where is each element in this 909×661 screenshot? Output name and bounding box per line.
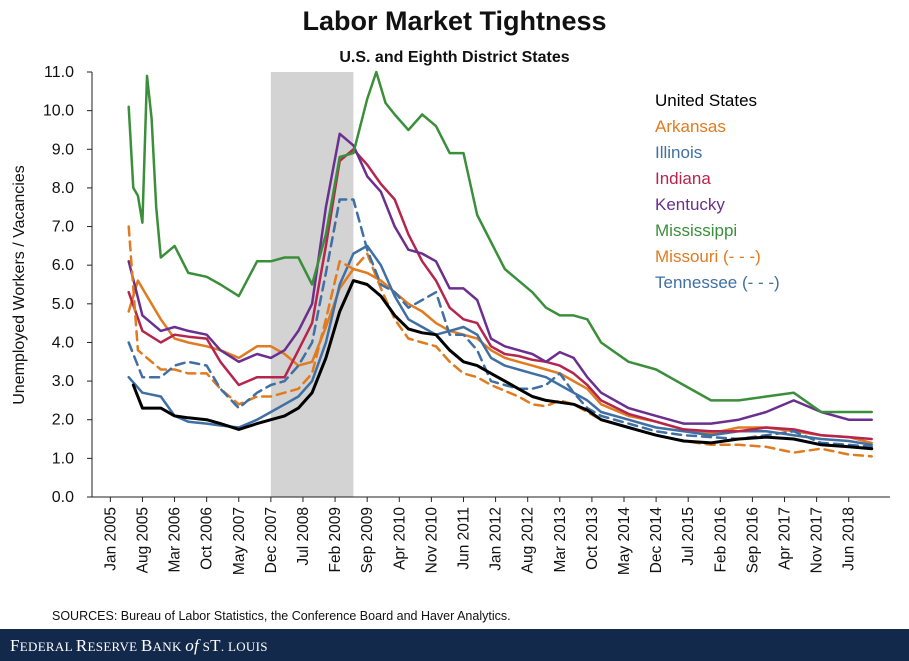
x-tick-label: Apr 2017 [777, 507, 794, 570]
x-tick-label: Mar 2013 [552, 507, 569, 572]
x-tick-label: Jan 2012 [488, 507, 505, 571]
y-tick-label: 2.0 [52, 412, 74, 429]
x-tick-label: Nov 2017 [809, 507, 826, 573]
axis-layer [91, 72, 890, 498]
x-tick-label: Jun 2011 [455, 507, 472, 570]
chart-subtitle: U.S. and Eighth District States [339, 49, 570, 66]
x-tick-label: May 2014 [616, 507, 633, 575]
legend-entry-arkansas: Arkansas [655, 117, 726, 136]
series-line-tennessee [127, 198, 873, 449]
series-line-indiana [127, 148, 873, 441]
y-tick-label: 1.0 [52, 450, 74, 467]
series-line-united-states [131, 279, 874, 451]
footer-brand-part: ANK [152, 639, 186, 654]
footer-brand-part: B [140, 636, 153, 655]
footer-brand-part: S [199, 639, 211, 654]
footer-brand-part: F [10, 636, 20, 655]
footer-brand-part: R [75, 636, 88, 655]
x-tick-label: Dec 2014 [648, 507, 665, 574]
y-tick-label: 7.0 [52, 219, 74, 236]
x-tick-label: Jun 2018 [841, 507, 858, 571]
legend: United States Arkansas Illinois Indiana Kent… [655, 91, 780, 292]
x-tick-label: Oct 2006 [199, 507, 216, 570]
footer-bar: FEDERAL RESERVE BANK of ST. LOUIS [0, 629, 909, 661]
x-tick-label: Aug 2012 [520, 507, 537, 573]
x-tick-label: Oct 2013 [584, 507, 601, 570]
y-tick-label: 9.0 [52, 141, 74, 158]
x-tick-label: Sep 2009 [359, 507, 376, 573]
source-note: SOURCES: Bureau of Labor Statistics, the… [52, 609, 511, 623]
x-tick-label: Aug 2005 [134, 507, 151, 573]
y-tick-label: 3.0 [52, 373, 74, 390]
x-tick-label: Sep 2016 [744, 507, 761, 573]
legend-entry-tennessee: Tennessee (- - -) [655, 273, 780, 292]
legend-entry-united-states: United States [655, 91, 757, 110]
y-tick-label: 11.0 [44, 64, 74, 81]
x-tick-label: Mar 2006 [167, 507, 184, 572]
y-tick-label: 4.0 [52, 334, 74, 351]
footer-brand-part: EDERAL [19, 639, 76, 654]
y-tick-labels: 0.0 1.0 2.0 3.0 4.0 5.0 6.0 7.0 8.0 9.0 10.0 11.0 [43, 64, 92, 506]
y-tick-label: 5.0 [52, 296, 74, 313]
footer-brand-part: of [185, 636, 200, 655]
footer-brand-part: T [210, 636, 221, 655]
x-tick-label: Feb 2016 [712, 507, 729, 573]
x-tick-label: May 2007 [231, 507, 248, 575]
x-tick-label: Dec 2007 [263, 507, 280, 573]
y-tick-label: 10.0 [43, 103, 74, 120]
x-tick-labels: Jan 2005 Aug 2005 Mar 2006 Oct 2006 May 2007… [102, 497, 858, 575]
series-line-kentucky [127, 132, 873, 425]
x-tick-label: Apr 2010 [391, 507, 408, 570]
series-line-mississippi [127, 70, 873, 414]
chart-title: Labor Market Tightness [302, 6, 607, 36]
x-tick-label: Feb 2009 [327, 507, 344, 573]
series-line-illinois [127, 244, 873, 447]
footer-brand-part: . L [220, 639, 237, 654]
x-tick-label: Nov 2010 [423, 507, 440, 574]
x-tick-label: Jan 2005 [102, 507, 119, 571]
x-tick-label: Jul 2008 [295, 507, 312, 566]
x-tick-label: Jul 2015 [680, 507, 697, 566]
footer-brand-part: ESERVE [87, 639, 141, 654]
legend-entry-mississippi: Mississippi [655, 221, 737, 240]
legend-entry-indiana: Indiana [655, 169, 711, 188]
legend-entry-illinois: Illinois [655, 143, 702, 162]
y-tick-label: 0.0 [52, 489, 74, 506]
y-tick-label: 8.0 [52, 180, 74, 197]
footer-brand-part: OUIS [236, 639, 268, 654]
chart-plot: 0.0 1.0 2.0 3.0 4.0 5.0 6.0 7.0 8.0 9.0 10.0 11.0 J… [11, 64, 890, 575]
y-axis-label: Unemployed Workers / Vacancies [11, 165, 28, 405]
series-layer [127, 70, 874, 458]
y-tick-label: 6.0 [52, 257, 74, 274]
legend-entry-kentucky: Kentucky [655, 195, 725, 214]
footer-brand: FEDERAL RESERVE BANK of ST. LOUIS [10, 636, 268, 656]
legend-entry-missouri: Missouri (- - -) [655, 247, 761, 266]
